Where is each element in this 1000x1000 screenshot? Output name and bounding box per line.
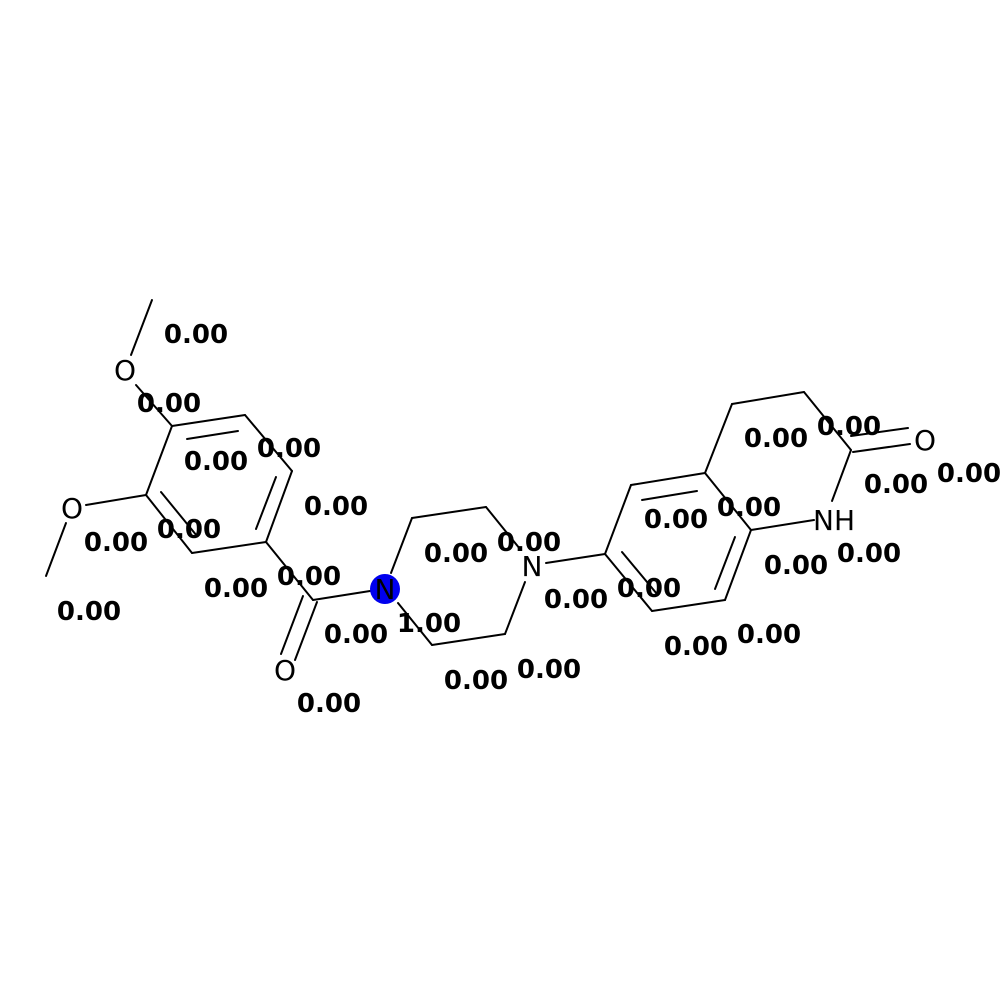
atom-score: 0.00 (864, 470, 928, 500)
atom-label-layer: O O N N O NH O (61, 354, 936, 687)
bond (244, 414, 293, 472)
bond (135, 384, 173, 427)
atom-label-nitrogen: N (375, 573, 396, 606)
atom-score: 0.00 (184, 447, 248, 477)
atom-score: 0.00 (544, 585, 608, 615)
bond-layer (45, 299, 911, 661)
bond (803, 391, 852, 451)
bond (714, 536, 736, 590)
bond (130, 299, 153, 356)
bond (485, 506, 521, 550)
bond (621, 551, 658, 595)
atom-score: 0.00 (837, 539, 901, 569)
bond (504, 581, 526, 635)
atom-label-backdrop (518, 548, 544, 580)
bond (145, 425, 173, 496)
atom-score: 0.00 (644, 505, 708, 535)
bond (604, 553, 653, 612)
bond (265, 541, 314, 601)
bond (724, 529, 752, 601)
atom-label-nitrogen: N (522, 550, 543, 583)
atom-label-amide-nh: NH (813, 504, 855, 537)
atom-score: 0.00 (304, 492, 368, 522)
bond (850, 427, 909, 437)
atom-score: 0.00 (764, 551, 828, 581)
atom-score: 0.00 (204, 574, 268, 604)
bond (545, 553, 606, 564)
bond (852, 443, 911, 453)
atom-score: 0.00 (324, 620, 388, 650)
atom-label-oxygen: O (61, 492, 83, 525)
bond (255, 476, 277, 530)
bond (145, 494, 193, 554)
atom-label-oxygen: O (274, 654, 296, 687)
atom-score: 0.00 (617, 574, 681, 604)
bond (630, 472, 706, 486)
bond (45, 522, 67, 577)
highlighted-atom-marker (370, 574, 400, 604)
bond (397, 602, 433, 646)
bond (186, 430, 239, 440)
bond (411, 506, 487, 519)
bond (731, 391, 805, 405)
bond (191, 541, 267, 554)
bond (431, 633, 506, 646)
bond (390, 517, 413, 574)
bond (85, 494, 147, 506)
atom-score: 0.00 (717, 493, 781, 523)
bond (294, 601, 318, 661)
atom-score: 0.00 (744, 424, 808, 454)
bond (265, 470, 293, 543)
atom-score: 0.00 (137, 389, 201, 419)
atom-label-oxygen: O (914, 424, 936, 457)
bond (750, 519, 815, 531)
bond (280, 595, 304, 655)
atom-label-oxygen: O (114, 354, 136, 387)
bond (312, 590, 371, 601)
atom-score: 0.00 (517, 655, 581, 685)
bond (651, 599, 726, 612)
atom-score: 0.00 (297, 689, 361, 719)
bond (604, 484, 632, 555)
atom-score: 0.00 (444, 666, 508, 696)
atom-score: 0.00 (164, 320, 228, 350)
bond (160, 491, 198, 537)
atom-score: 0.00 (737, 620, 801, 650)
atom-score: 1.00 (397, 609, 461, 639)
atom-score: 0.00 (664, 632, 728, 662)
atom-score: 0.00 (497, 528, 561, 558)
atom-score-layer: 0.00 0.00 0.00 0.00 0.00 0.00 0.00 0.00 … (57, 320, 1000, 719)
atom-score: 0.00 (937, 459, 1000, 489)
bond (171, 414, 246, 427)
atom-score: 0.00 (257, 434, 321, 464)
bond (831, 449, 852, 502)
atom-score: 0.00 (157, 515, 221, 545)
bond (641, 490, 698, 501)
atom-score: 0.00 (817, 412, 881, 442)
bond (704, 472, 752, 531)
atom-score: 0.00 (57, 597, 121, 627)
atom-score: 0.00 (424, 539, 488, 569)
atom-score: 0.00 (277, 562, 341, 592)
atom-score: 0.00 (84, 528, 148, 558)
bond (704, 403, 733, 474)
